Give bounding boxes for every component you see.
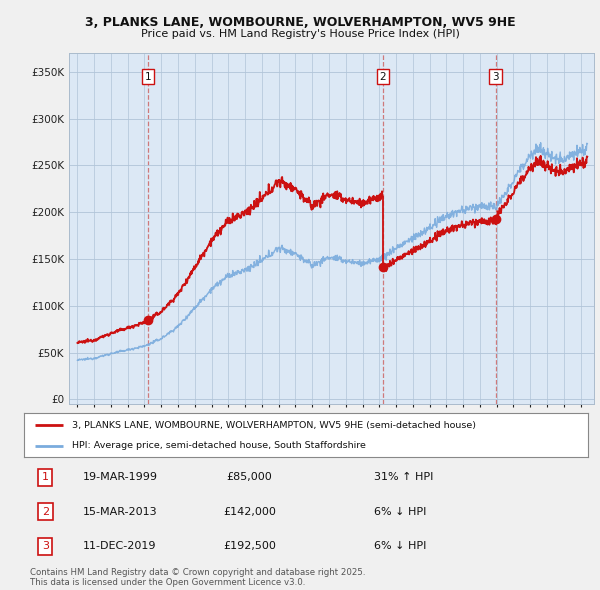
Text: HPI: Average price, semi-detached house, South Staffordshire: HPI: Average price, semi-detached house,… (72, 441, 366, 450)
Text: 19-MAR-1999: 19-MAR-1999 (82, 473, 157, 482)
Text: 3, PLANKS LANE, WOMBOURNE, WOLVERHAMPTON, WV5 9HE (semi-detached house): 3, PLANKS LANE, WOMBOURNE, WOLVERHAMPTON… (72, 421, 476, 430)
Text: £192,500: £192,500 (223, 542, 276, 551)
Text: £142,000: £142,000 (223, 507, 276, 516)
Text: 1: 1 (42, 473, 49, 482)
Text: 2: 2 (380, 71, 386, 81)
Text: 3: 3 (493, 71, 499, 81)
Text: 15-MAR-2013: 15-MAR-2013 (83, 507, 157, 516)
Text: 2: 2 (42, 507, 49, 516)
Text: 3: 3 (42, 542, 49, 551)
Text: 3, PLANKS LANE, WOMBOURNE, WOLVERHAMPTON, WV5 9HE: 3, PLANKS LANE, WOMBOURNE, WOLVERHAMPTON… (85, 16, 515, 29)
Text: Price paid vs. HM Land Registry's House Price Index (HPI): Price paid vs. HM Land Registry's House … (140, 29, 460, 38)
Text: Contains HM Land Registry data © Crown copyright and database right 2025.
This d: Contains HM Land Registry data © Crown c… (30, 568, 365, 587)
Text: 11-DEC-2019: 11-DEC-2019 (83, 542, 157, 551)
Text: £85,000: £85,000 (227, 473, 272, 482)
Text: 6% ↓ HPI: 6% ↓ HPI (374, 507, 426, 516)
Text: 1: 1 (145, 71, 151, 81)
Text: 6% ↓ HPI: 6% ↓ HPI (374, 542, 426, 551)
Text: 31% ↑ HPI: 31% ↑ HPI (374, 473, 433, 482)
